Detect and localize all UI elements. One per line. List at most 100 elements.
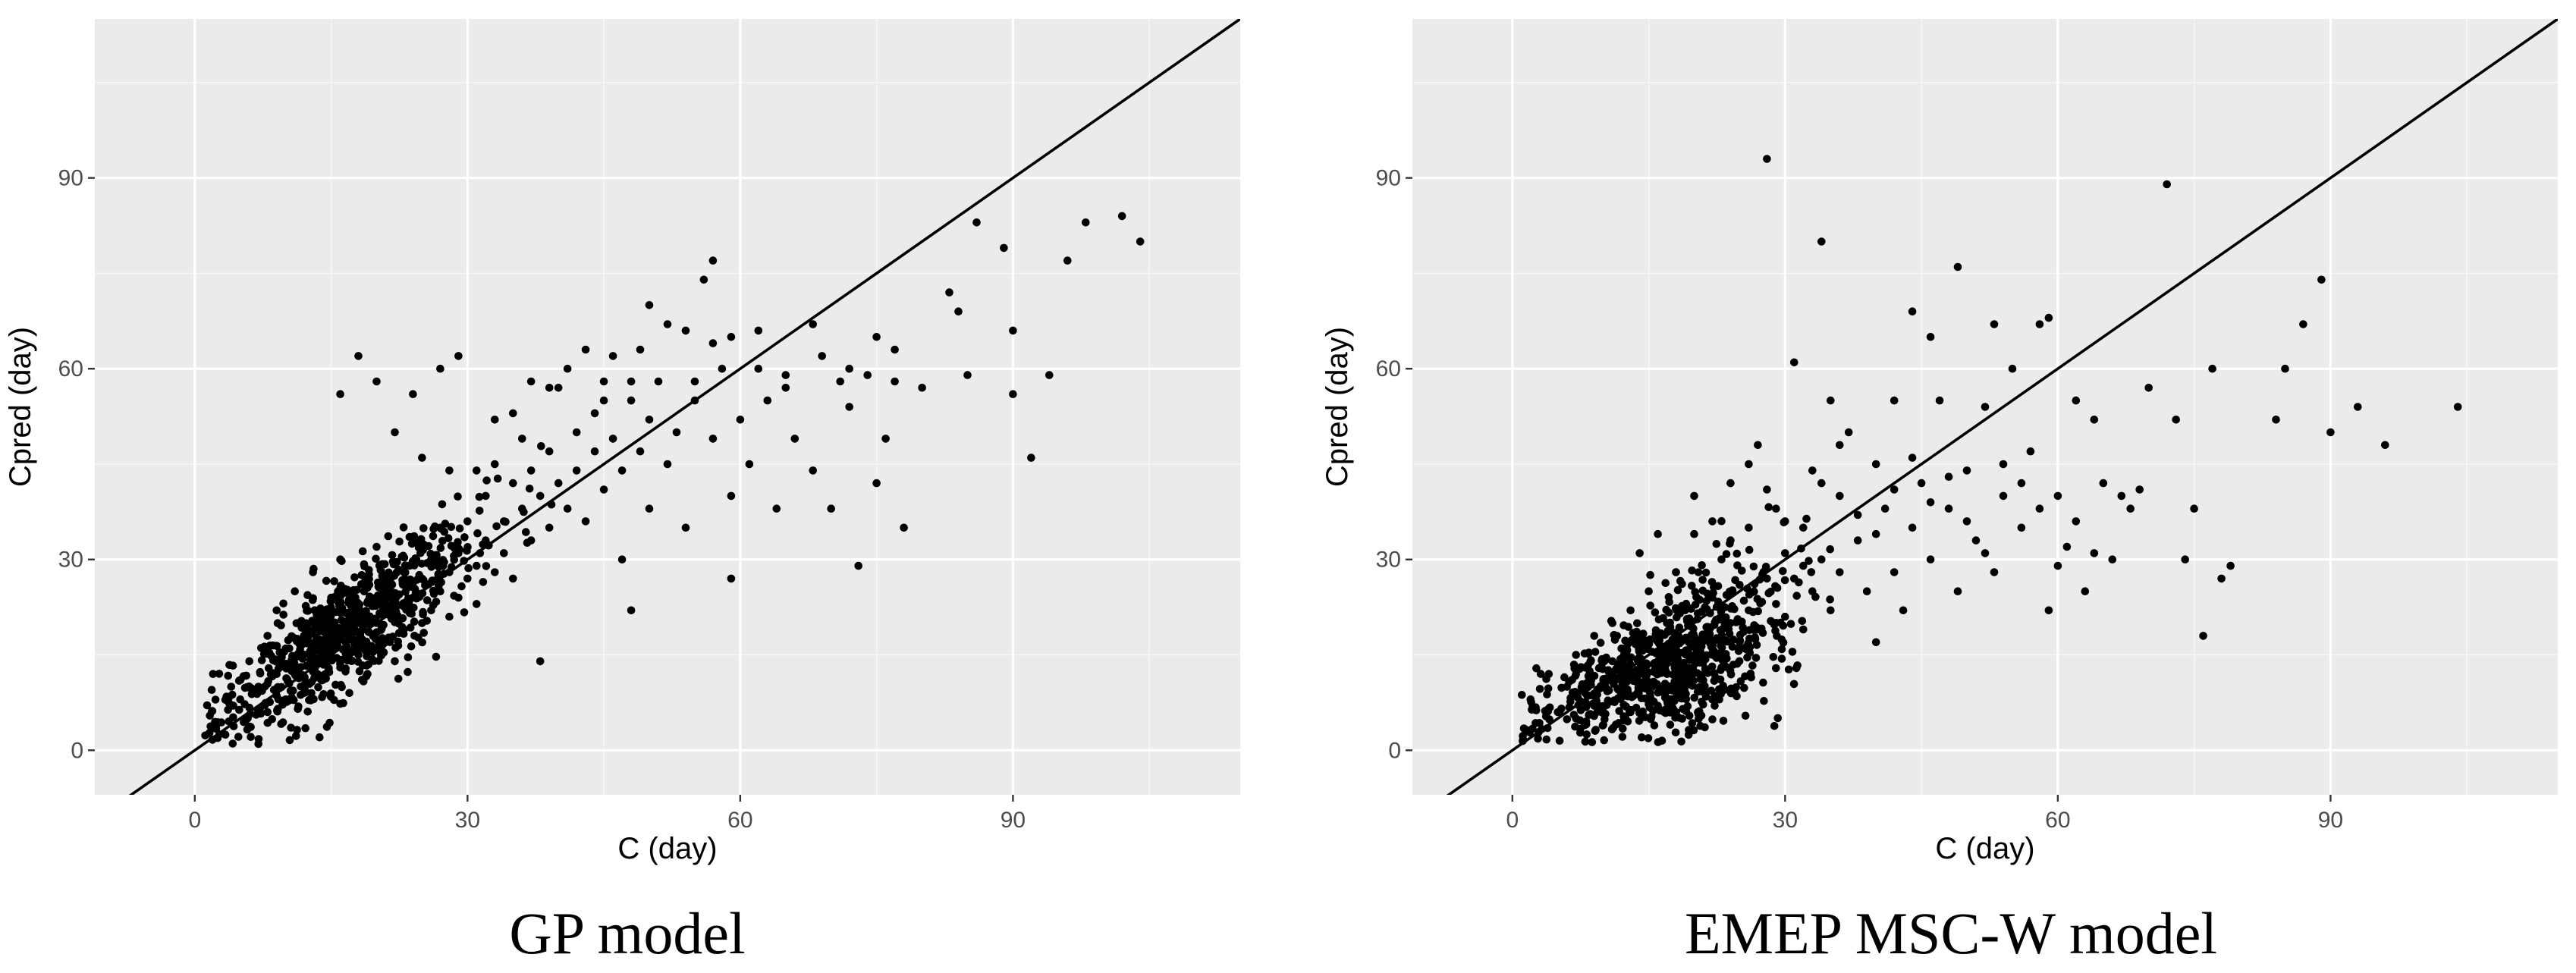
data-point xyxy=(2217,574,2226,583)
data-point xyxy=(1790,358,1798,367)
data-point xyxy=(347,656,357,665)
data-point xyxy=(1698,576,1707,584)
data-point xyxy=(256,667,265,676)
y-tick-label: 60 xyxy=(1376,356,1401,381)
data-point xyxy=(1777,645,1786,654)
data-point xyxy=(330,577,338,585)
data-point xyxy=(211,717,219,727)
data-point xyxy=(350,573,359,582)
data-point xyxy=(315,621,323,630)
data-point xyxy=(444,534,453,542)
data-point xyxy=(313,610,321,619)
data-point xyxy=(1722,550,1731,558)
data-point xyxy=(1685,711,1694,720)
data-point xyxy=(1771,626,1780,635)
data-point xyxy=(307,677,316,686)
data-point xyxy=(1590,632,1598,640)
data-point xyxy=(523,538,532,547)
data-point xyxy=(1736,636,1745,645)
data-point xyxy=(309,695,318,704)
data-point xyxy=(306,640,316,649)
data-point xyxy=(1780,518,1788,527)
x-tick-label: 60 xyxy=(727,808,752,833)
data-point xyxy=(572,428,581,437)
data-point xyxy=(324,645,332,653)
data-point xyxy=(1871,638,1880,647)
data-point xyxy=(245,657,254,666)
data-point xyxy=(362,607,370,615)
data-point xyxy=(536,491,545,501)
data-point xyxy=(336,390,344,398)
data-point xyxy=(1654,703,1663,711)
data-point xyxy=(1761,563,1770,571)
data-point xyxy=(297,691,305,699)
emep-msc-w-model-chart: 0 30 60 90 0 30 60 90 C (day) Cpred (day) EMEP MSC… xyxy=(1321,19,2558,966)
data-point xyxy=(355,667,364,676)
data-point xyxy=(1779,567,1787,576)
data-point xyxy=(1754,441,1762,450)
data-point xyxy=(1638,733,1646,742)
data-point xyxy=(412,555,421,563)
data-point xyxy=(257,656,266,664)
data-point xyxy=(234,733,243,741)
data-point xyxy=(1899,606,1908,615)
data-point xyxy=(1690,657,1699,665)
data-point xyxy=(1811,592,1820,601)
data-point xyxy=(436,364,445,373)
data-point xyxy=(1682,599,1691,608)
data-point xyxy=(288,651,297,661)
data-point xyxy=(1666,720,1675,729)
data-point xyxy=(872,479,881,488)
data-point xyxy=(1663,658,1672,666)
data-point xyxy=(627,606,636,615)
data-point xyxy=(1650,721,1659,730)
data-point xyxy=(1568,688,1577,697)
data-point xyxy=(450,551,458,560)
data-point xyxy=(522,528,530,536)
data-point xyxy=(1807,568,1816,576)
data-point xyxy=(482,491,490,501)
data-point xyxy=(491,568,499,576)
data-point xyxy=(1718,655,1726,664)
data-point xyxy=(322,576,331,585)
data-point xyxy=(454,538,462,546)
data-point xyxy=(1773,583,1782,592)
data-point xyxy=(301,626,310,635)
data-point xyxy=(1772,664,1780,673)
data-point xyxy=(972,218,981,227)
data-point xyxy=(1555,707,1564,716)
data-point xyxy=(1684,730,1693,739)
data-point xyxy=(1635,549,1644,557)
data-point xyxy=(337,655,346,664)
data-point xyxy=(1748,661,1757,670)
data-point xyxy=(365,581,373,589)
data-point xyxy=(1701,568,1711,577)
data-point xyxy=(429,586,438,595)
data-point xyxy=(590,447,599,456)
data-point xyxy=(1733,549,1742,558)
data-point xyxy=(1557,683,1566,692)
data-point xyxy=(1560,673,1569,682)
data-point xyxy=(225,698,234,708)
data-point xyxy=(1592,696,1601,705)
data-point xyxy=(1527,698,1535,706)
data-point xyxy=(1600,736,1608,745)
points xyxy=(201,212,1145,749)
data-point xyxy=(636,345,645,354)
data-point xyxy=(1646,601,1654,610)
data-point xyxy=(1652,636,1661,645)
data-point xyxy=(1596,639,1605,647)
data-point xyxy=(369,657,379,665)
data-point xyxy=(347,588,355,597)
data-point xyxy=(434,558,443,567)
data-point xyxy=(432,551,441,559)
data-point xyxy=(1595,703,1604,711)
data-point xyxy=(492,522,501,531)
data-point xyxy=(402,576,411,585)
data-point xyxy=(1675,639,1684,648)
data-point xyxy=(1681,692,1689,700)
data-point xyxy=(1935,396,1944,405)
data-point xyxy=(279,599,287,608)
data-point xyxy=(1715,685,1723,694)
data-point xyxy=(1619,716,1629,725)
